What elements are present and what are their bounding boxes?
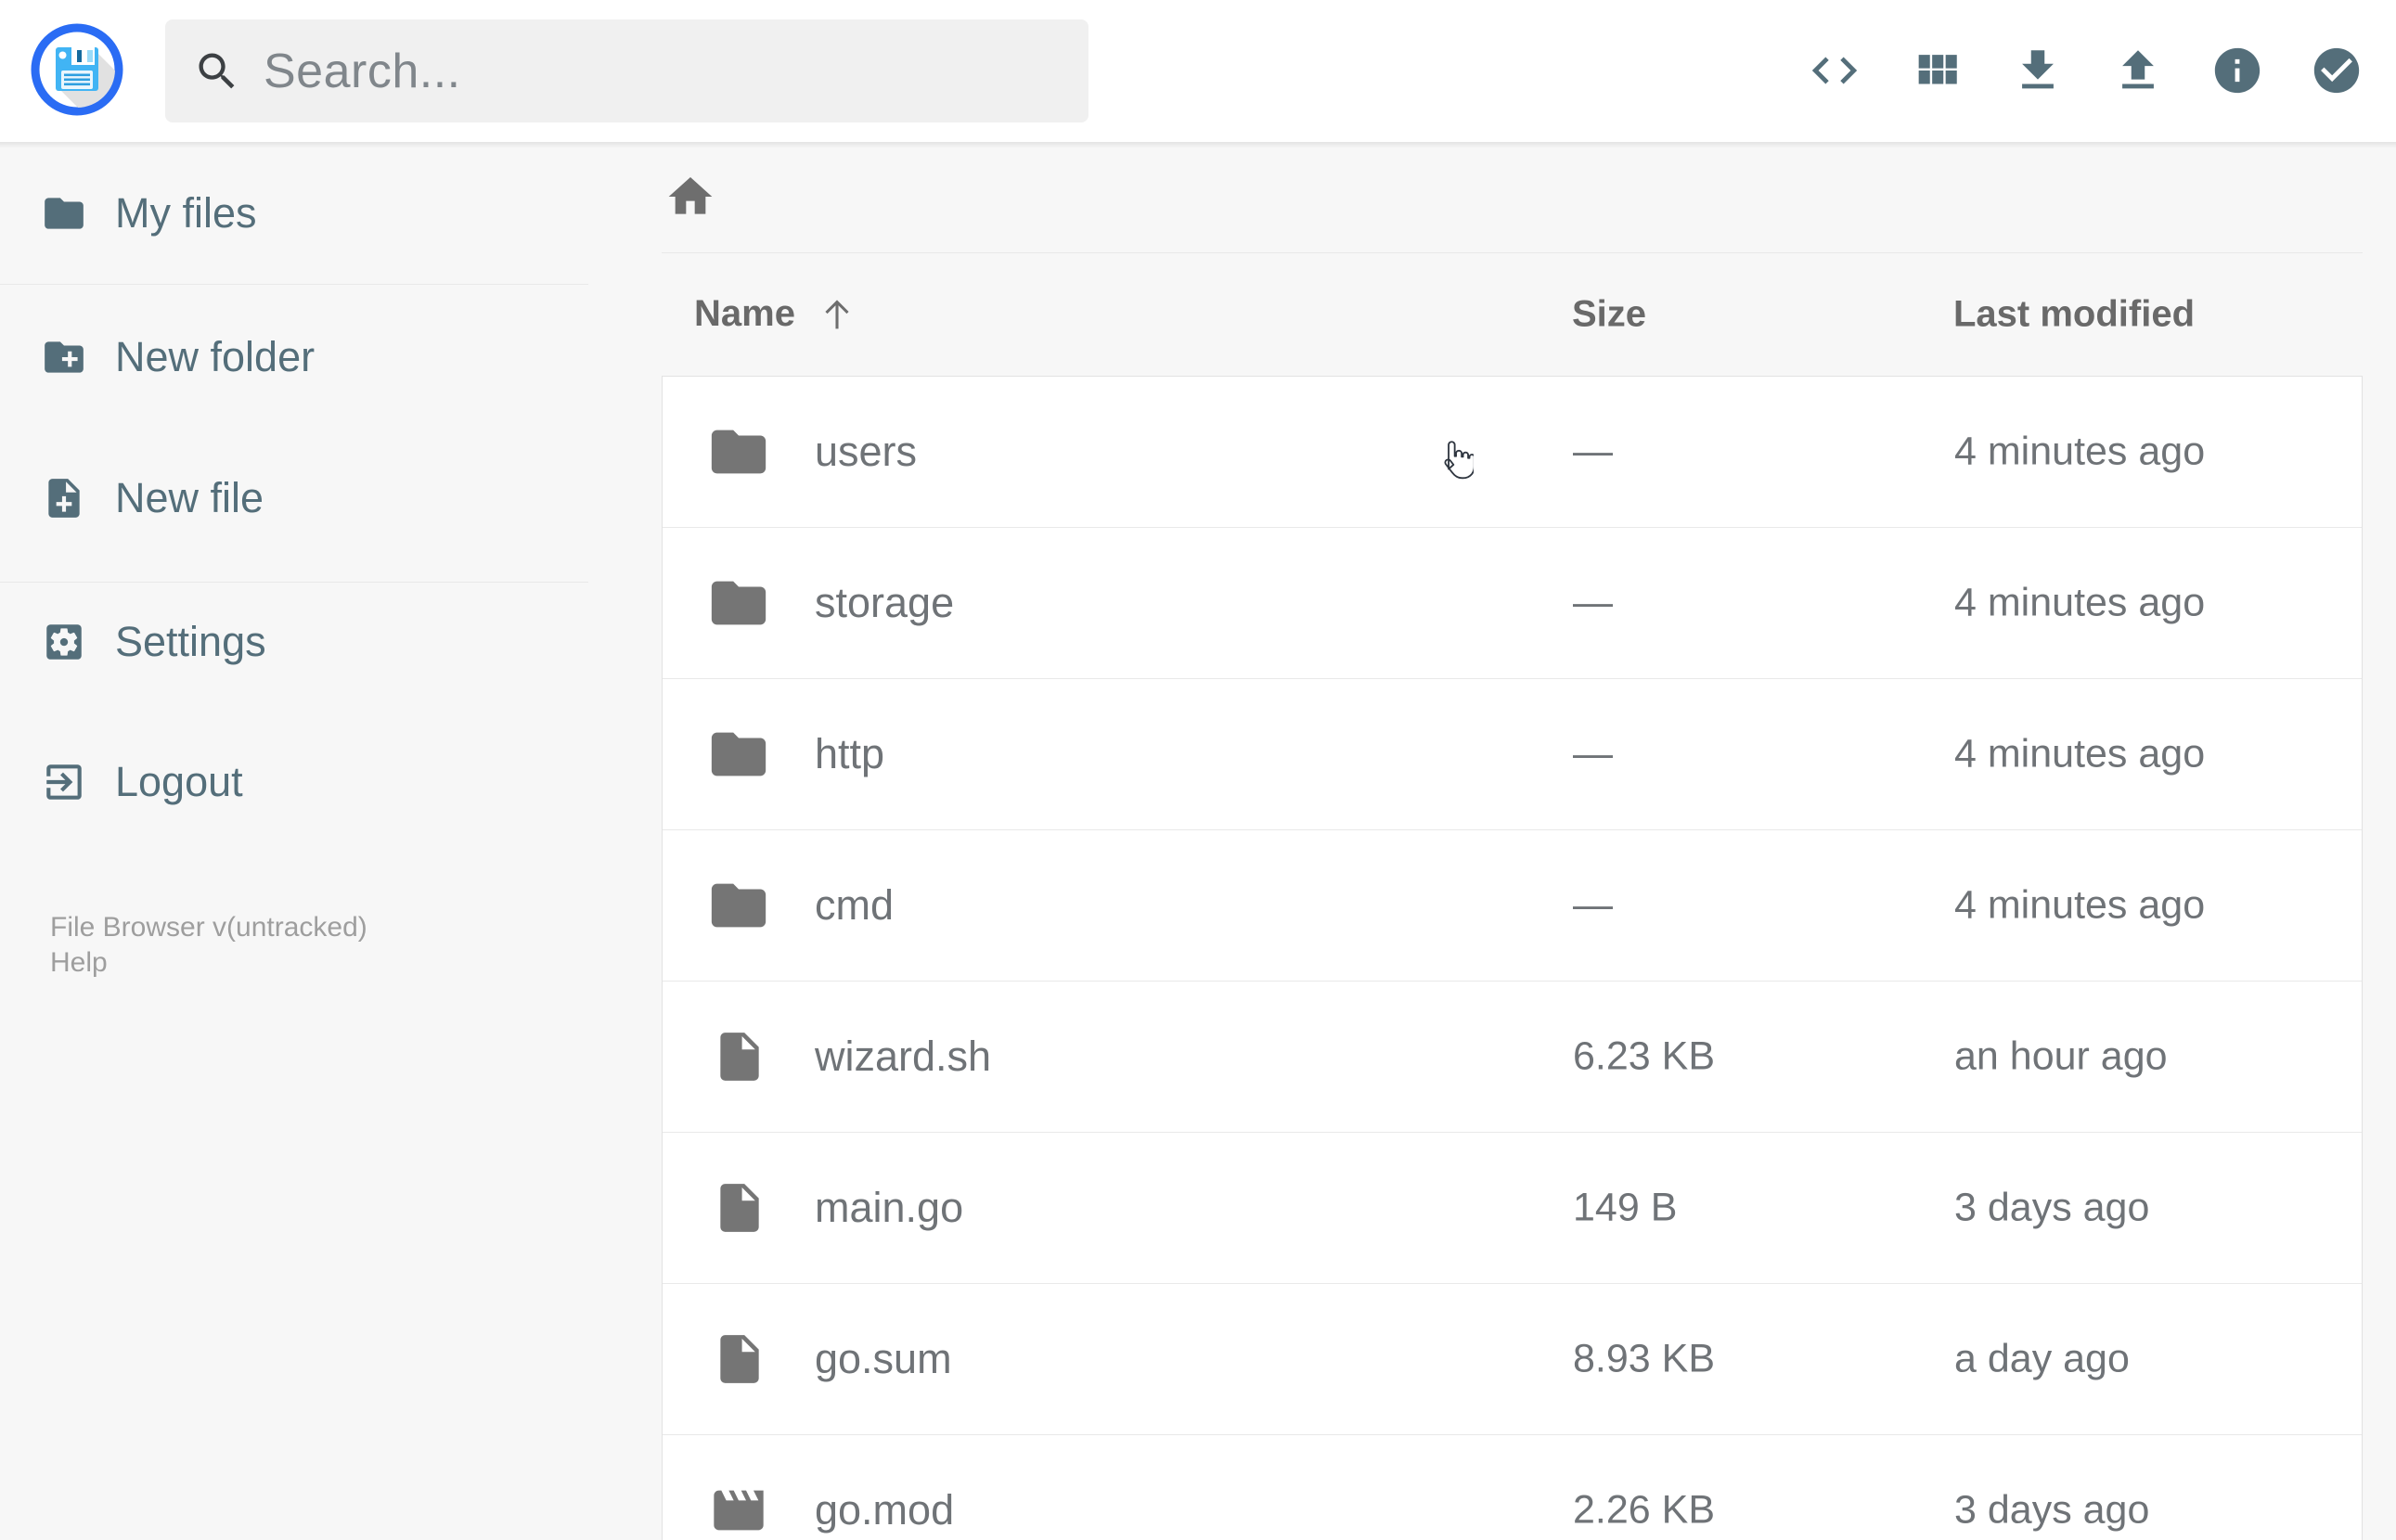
file-name: storage <box>815 579 955 626</box>
logout-icon <box>41 759 87 805</box>
file-modified: 4 minutes ago <box>1954 580 2206 625</box>
home-breadcrumb-icon[interactable] <box>664 171 716 223</box>
file-plus-icon <box>41 475 87 521</box>
search-placeholder: Search... <box>264 44 461 98</box>
file-modified: 4 minutes ago <box>1954 882 2206 928</box>
file-row-main.go[interactable]: main.go 149 B 3 days ago <box>663 1133 2362 1284</box>
search-icon <box>193 47 241 96</box>
check-circle-icon <box>2310 44 2364 97</box>
file-modified: an hour ago <box>1954 1033 2168 1079</box>
upload-button[interactable] <box>2111 44 2165 97</box>
settings-icon <box>41 619 87 665</box>
file-modified: 3 days ago <box>1954 1487 2150 1533</box>
app-logo[interactable] <box>31 23 123 116</box>
file-size: — <box>1573 429 1613 474</box>
file-modified: a day ago <box>1954 1336 2130 1381</box>
file-name: users <box>815 428 918 475</box>
breadcrumb-divider <box>662 252 2363 253</box>
file-row-http[interactable]: http — 4 minutes ago <box>663 679 2362 830</box>
info-button[interactable] <box>2210 44 2264 97</box>
search-input[interactable]: Search... <box>165 19 1089 122</box>
sort-by-name-header[interactable]: Name <box>694 293 858 336</box>
file-row-cmd[interactable]: cmd — 4 minutes ago <box>663 830 2362 982</box>
folder-icon <box>41 190 87 237</box>
info-icon <box>2210 44 2264 97</box>
file-listing: users — 4 minutes ago storage — 4 minutes ago… <box>662 376 2363 1540</box>
sidebar-item-label: My files <box>115 189 257 237</box>
file-name: main.go <box>815 1184 964 1231</box>
file-row-storage[interactable]: storage — 4 minutes ago <box>663 528 2362 679</box>
sidebar-item-label: Logout <box>115 758 243 805</box>
file-size: — <box>1573 882 1613 928</box>
folder-plus-icon <box>41 334 87 380</box>
file-name: http <box>815 730 885 777</box>
folder-icon <box>706 571 771 635</box>
file-size: — <box>1573 580 1613 625</box>
upload-icon <box>2111 44 2165 97</box>
file-icon <box>711 1174 768 1241</box>
sidebar-item-my-files[interactable]: My files <box>0 167 588 260</box>
sidebar-divider <box>0 582 588 583</box>
folder-icon <box>706 722 771 787</box>
file-name: go.sum <box>815 1335 952 1382</box>
switch-view-button[interactable] <box>1808 44 1861 97</box>
sidebar-item-settings[interactable]: Settings <box>0 596 588 688</box>
file-name: cmd <box>815 881 895 929</box>
code-icon <box>1808 44 1861 97</box>
sidebar-item-logout[interactable]: Logout <box>0 736 588 828</box>
file-icon <box>711 1023 768 1090</box>
file-size: 6.23 KB <box>1573 1033 1715 1079</box>
download-button[interactable] <box>2011 44 2065 97</box>
file-row-go.mod[interactable]: go.mod 2.26 KB 3 days ago <box>663 1435 2362 1540</box>
grid-icon <box>1910 44 1964 97</box>
folder-icon <box>706 419 771 484</box>
sort-by-size-header[interactable]: Size <box>1572 293 1647 334</box>
folder-icon <box>706 873 771 938</box>
sidebar-item-label: New folder <box>115 333 316 380</box>
file-size: 2.26 KB <box>1573 1487 1715 1533</box>
movie-icon <box>707 1481 770 1540</box>
file-size: — <box>1573 731 1613 776</box>
file-modified: 4 minutes ago <box>1954 731 2206 776</box>
file-size: 149 B <box>1573 1185 1678 1230</box>
sidebar-item-new-folder[interactable]: New folder <box>0 311 588 404</box>
sidebar-item-label: Settings <box>115 618 266 665</box>
sidebar-footer: File Browser v(untracked) Help <box>50 910 367 981</box>
sidebar: My files New folder New file Settings Logout… <box>0 142 588 1540</box>
file-row-wizard.sh[interactable]: wizard.sh 6.23 KB an hour ago <box>663 982 2362 1133</box>
file-icon <box>711 1326 768 1392</box>
file-size: 8.93 KB <box>1573 1336 1715 1381</box>
view-mode-button[interactable] <box>1910 44 1964 97</box>
app-version-label: File Browser v(untracked) <box>50 912 367 943</box>
file-modified: 3 days ago <box>1954 1185 2150 1230</box>
file-name: go.mod <box>815 1486 955 1534</box>
sidebar-item-label: New file <box>115 474 264 521</box>
file-modified: 4 minutes ago <box>1954 429 2206 474</box>
floppy-disk-logo-icon <box>31 23 123 116</box>
file-row-go.sum[interactable]: go.sum 8.93 KB a day ago <box>663 1284 2362 1435</box>
file-name: wizard.sh <box>815 1033 992 1080</box>
download-icon <box>2011 44 2065 97</box>
file-row-users[interactable]: users — 4 minutes ago <box>663 377 2362 528</box>
select-multiple-button[interactable] <box>2310 44 2364 97</box>
sidebar-divider <box>0 284 588 285</box>
help-link[interactable]: Help <box>50 947 108 978</box>
sort-ascending-icon <box>816 293 858 336</box>
listing-header: Name Size Last modified <box>662 252 2363 376</box>
sort-by-modified-header[interactable]: Last modified <box>1953 293 2196 334</box>
top-bar: Search... <box>0 0 2396 142</box>
header-divider <box>0 142 2396 148</box>
sidebar-item-new-file[interactable]: New file <box>0 452 588 545</box>
